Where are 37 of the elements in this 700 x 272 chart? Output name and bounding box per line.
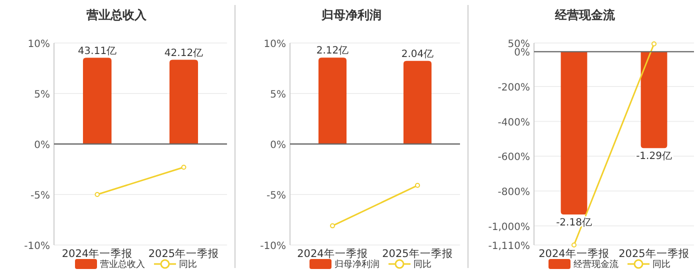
y-tick-label: 10%: [264, 39, 286, 50]
y-tick-label: -800%: [498, 187, 530, 198]
y-tick-label: -5%: [30, 190, 50, 202]
chart-title: 归母净利润: [320, 8, 382, 22]
chart-title: 经营现金流: [554, 8, 616, 22]
y-tick-label: -600%: [498, 152, 530, 164]
y-tick-label: -200%: [498, 82, 530, 94]
data-label: 2.12亿: [316, 46, 349, 57]
y-tick-label: 0%: [514, 48, 530, 59]
y-tick-label: 10%: [28, 39, 50, 50]
y-tick-label: -400%: [498, 117, 530, 128]
legend-label: 同比: [179, 259, 197, 270]
x-tick-label: 2024年一季报: [297, 247, 368, 260]
data-label: 42.12亿: [164, 48, 204, 59]
y-tick-label: -10%: [24, 241, 50, 252]
y-tick-label: 5%: [270, 90, 286, 100]
legend-label: 归母净利润: [334, 259, 380, 270]
y-tick-label: 0%: [34, 140, 50, 151]
data-label: -1.29亿: [636, 151, 672, 162]
y-tick-label: 0%: [270, 140, 286, 151]
y-tick-label: -10%: [260, 241, 286, 252]
legend-label: 经营现金流: [574, 259, 618, 270]
y-tick-label: -1,000%: [488, 222, 530, 233]
x-tick-label: 2025年一季报: [618, 247, 690, 260]
legend-label: 同比: [652, 259, 670, 270]
x-tick-label: 2024年一季报: [62, 247, 133, 260]
x-tick-label: 2024年一季报: [538, 247, 610, 260]
legend-label: 同比: [414, 259, 432, 270]
y-tick-label: -1,110%: [488, 241, 530, 252]
x-tick-label: 2025年一季报: [382, 247, 453, 260]
chart-title: 营业总收入: [86, 8, 148, 22]
y-tick-label: 5%: [34, 90, 50, 100]
data-label: 43.11亿: [78, 46, 117, 57]
data-label: 2.04亿: [401, 48, 434, 60]
legend-label: 营业总收入: [100, 259, 145, 270]
x-tick-label: 2025年一季报: [148, 247, 220, 260]
y-tick-label: -5%: [266, 190, 286, 202]
